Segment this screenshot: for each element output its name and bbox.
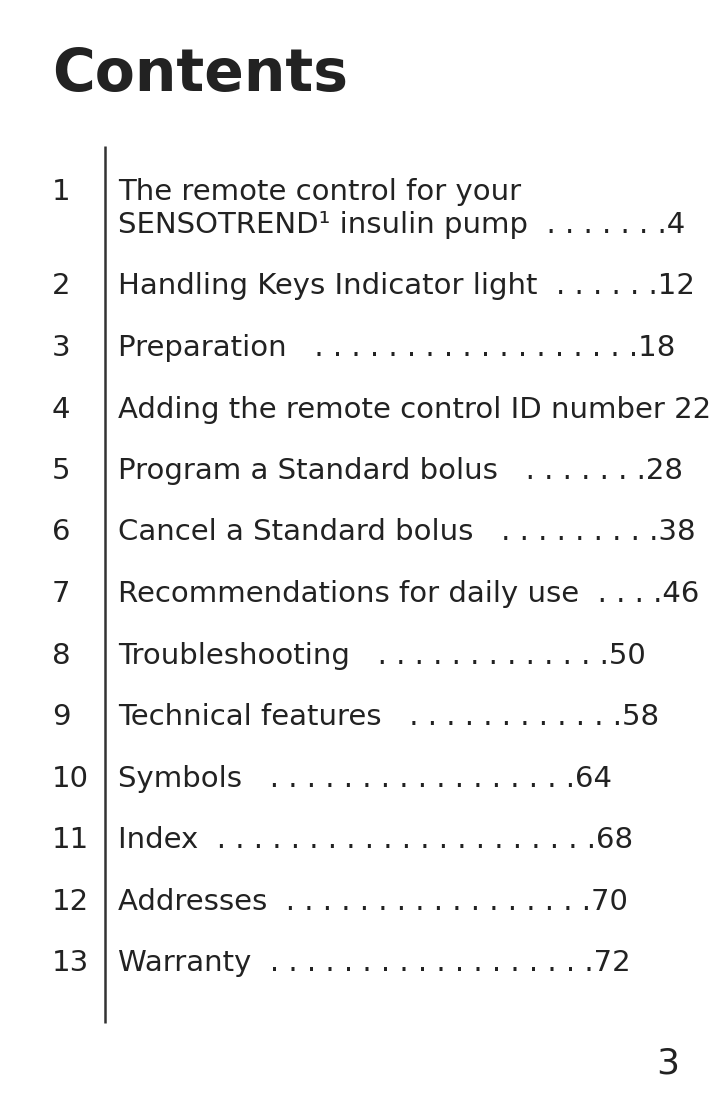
Text: 13: 13: [52, 948, 89, 977]
Text: 10: 10: [52, 765, 89, 792]
Text: 5: 5: [52, 456, 70, 485]
Text: 6: 6: [52, 519, 70, 546]
Text: Recommendations for daily use  . . . .46: Recommendations for daily use . . . .46: [118, 579, 699, 608]
Text: Cancel a Standard bolus   . . . . . . . . .38: Cancel a Standard bolus . . . . . . . . …: [118, 519, 695, 546]
Text: Contents: Contents: [52, 47, 348, 103]
Text: Index  . . . . . . . . . . . . . . . . . . . . .68: Index . . . . . . . . . . . . . . . . . …: [118, 825, 633, 854]
Text: 8: 8: [52, 642, 71, 669]
Text: 9: 9: [52, 702, 70, 731]
Text: 1: 1: [52, 178, 71, 206]
Text: SENSOTREND¹ insulin pump  . . . . . . .4: SENSOTREND¹ insulin pump . . . . . . .4: [118, 211, 685, 239]
Text: Symbols   . . . . . . . . . . . . . . . . .64: Symbols . . . . . . . . . . . . . . . . …: [118, 765, 612, 792]
Text: 3: 3: [52, 334, 71, 362]
Text: Addresses  . . . . . . . . . . . . . . . . .70: Addresses . . . . . . . . . . . . . . . …: [118, 888, 628, 915]
Text: 3: 3: [656, 1046, 679, 1080]
Text: Handling Keys Indicator light  . . . . . .12: Handling Keys Indicator light . . . . . …: [118, 273, 695, 300]
Text: Program a Standard bolus   . . . . . . .28: Program a Standard bolus . . . . . . .28: [118, 456, 683, 485]
Text: 11: 11: [52, 825, 89, 854]
Text: Preparation   . . . . . . . . . . . . . . . . . .18: Preparation . . . . . . . . . . . . . . …: [118, 334, 675, 362]
Text: Troubleshooting   . . . . . . . . . . . . .50: Troubleshooting . . . . . . . . . . . . …: [118, 642, 646, 669]
Text: Technical features   . . . . . . . . . . . .58: Technical features . . . . . . . . . . .…: [118, 702, 659, 731]
Text: Adding the remote control ID number 22: Adding the remote control ID number 22: [118, 396, 711, 423]
Text: Warranty  . . . . . . . . . . . . . . . . . .72: Warranty . . . . . . . . . . . . . . . .…: [118, 948, 631, 977]
Text: 7: 7: [52, 579, 70, 608]
Text: 2: 2: [52, 273, 70, 300]
Text: The remote control for your: The remote control for your: [118, 178, 521, 206]
Text: 4: 4: [52, 396, 70, 423]
Text: 12: 12: [52, 888, 89, 915]
